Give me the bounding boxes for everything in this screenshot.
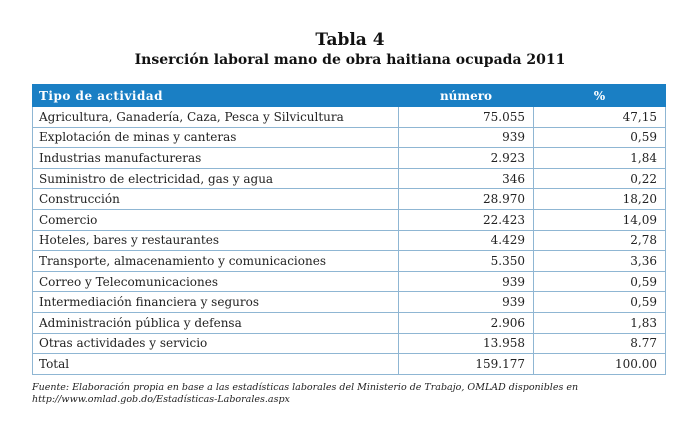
cell-activity: Industrias manufactureras: [32, 147, 399, 169]
cell-activity: Transporte, almacenamiento y comunicacio…: [32, 250, 399, 272]
cell-number: 5.350: [398, 250, 534, 272]
cell-percent: 0,22: [533, 167, 666, 190]
cell-number: 939: [398, 270, 534, 293]
source-footnote: Fuente: Elaboración propia en base a las…: [32, 382, 579, 405]
cell-percent: 0,59: [533, 126, 666, 149]
cell-number: 4.429: [398, 229, 534, 252]
cell-activity: Correo y Telecomunicaciones: [32, 270, 399, 293]
table-row: Comercio 22.423 14,09: [32, 208, 666, 231]
table-row: Administración pública y defensa 2.906 1,8…: [32, 311, 666, 334]
cell-percent: 2,78: [533, 229, 666, 252]
table-row: Correo y Telecomunicaciones 939 0,59: [32, 270, 666, 293]
data-table: Tipo de actividad número % Agricultura, …: [32, 84, 666, 375]
cell-percent: 0,59: [533, 270, 666, 293]
table-row: Transporte, almacenamiento y comunicacio…: [32, 250, 666, 272]
header-percent: %: [533, 84, 666, 107]
cell-number: 22.423: [398, 208, 534, 231]
table-row: Intermediación financiera y seguros 939 0,…: [32, 291, 666, 313]
table-row: Hoteles, bares y restaurantes 4.429 2,78: [32, 229, 666, 252]
cell-activity: Suministro de electricidad, gas y agua: [32, 167, 399, 190]
cell-percent: 47,15: [533, 106, 666, 128]
cell-percent: 1,84: [533, 147, 666, 169]
cell-activity: Total: [32, 353, 399, 375]
cell-number: 2.923: [398, 147, 534, 169]
table-title: Tabla 4: [315, 30, 385, 50]
cell-number: 2.906: [398, 311, 534, 334]
table-row: Otras actividades y servicio 13.958 8.77: [32, 332, 666, 355]
cell-activity: Otras actividades y servicio: [32, 332, 399, 355]
cell-activity: Comercio: [32, 208, 399, 231]
table-row: Suministro de electricidad, gas y agua 34…: [32, 167, 666, 190]
cell-activity: Administración pública y defensa: [32, 311, 399, 334]
cell-percent: 0,59: [533, 291, 666, 313]
header-number: número: [398, 84, 534, 107]
cell-activity: Construcción: [32, 188, 399, 210]
table-subtitle: Inserción laboral mano de obra haitiana …: [134, 52, 566, 68]
cell-percent: 14,09: [533, 208, 666, 231]
cell-number: 28.970: [398, 188, 534, 210]
table-total-row: Total 159.177 100.00: [32, 353, 666, 375]
header-activity: Tipo de actividad: [32, 84, 399, 107]
table-row: Explotación de minas y canteras 939 0,59: [32, 126, 666, 149]
cell-activity: Agricultura, Ganadería, Caza, Pesca y Si…: [32, 106, 399, 128]
cell-percent: 8.77: [533, 332, 666, 355]
cell-number: 159.177: [398, 353, 534, 375]
table-row: Agricultura, Ganadería, Caza, Pesca y Si…: [32, 106, 666, 128]
cell-number: 939: [398, 126, 534, 149]
cell-percent: 18,20: [533, 188, 666, 210]
cell-percent: 3,36: [533, 250, 666, 272]
cell-activity: Intermediación financiera y seguros: [32, 291, 399, 313]
cell-number: 75.055: [398, 106, 534, 128]
cell-activity: Explotación de minas y canteras: [32, 126, 399, 149]
table-row: Industrias manufactureras 2.923 1,84: [32, 147, 666, 169]
cell-number: 939: [398, 291, 534, 313]
table-body: Agricultura, Ganadería, Caza, Pesca y Si…: [32, 106, 666, 375]
table-row: Construcción 28.970 18,20: [32, 188, 666, 210]
cell-number: 346: [398, 167, 534, 190]
cell-number: 13.958: [398, 332, 534, 355]
cell-percent: 100.00: [533, 353, 666, 375]
table-header-row: Tipo de actividad número %: [32, 84, 666, 107]
cell-percent: 1,83: [533, 311, 666, 334]
cell-activity: Hoteles, bares y restaurantes: [32, 229, 399, 252]
